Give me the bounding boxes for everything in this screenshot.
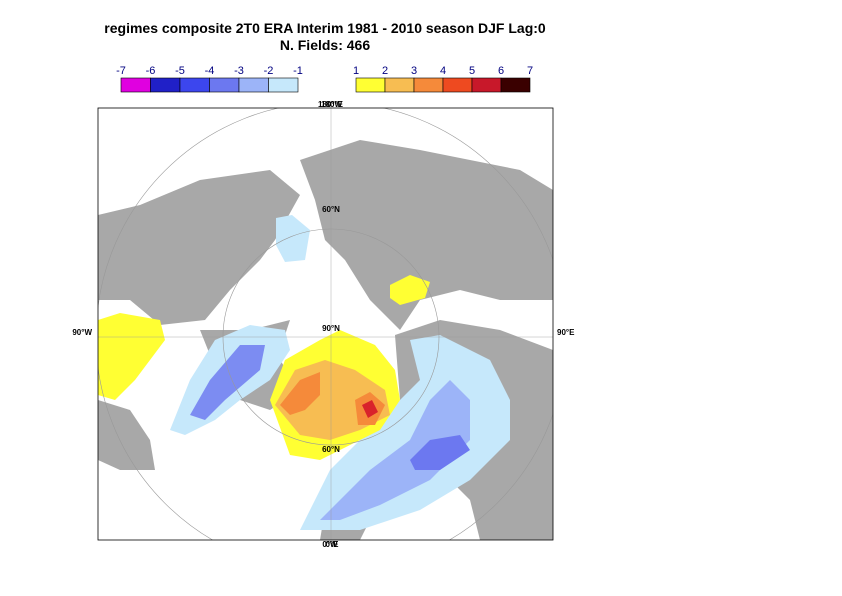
lat-label: 60°N: [322, 445, 340, 454]
colorbar-label: -5: [175, 65, 185, 77]
colorbar-label: -1: [293, 65, 303, 77]
colorbar-label: 4: [440, 65, 446, 77]
map-frame: [97, 107, 554, 541]
colorbar-label: 5: [469, 65, 475, 77]
lat-label: 90°N: [322, 324, 340, 333]
lon-label: 180°W: [318, 100, 343, 109]
colorbar-box: [209, 77, 240, 93]
lon-label: 180°E: [321, 100, 344, 109]
colorbar-label: -3: [234, 65, 244, 77]
colorbar-box: [120, 77, 151, 93]
colorbar-box: [500, 77, 531, 93]
map: [98, 108, 553, 540]
colorbar-label: -6: [146, 65, 156, 77]
colorbar-box: [384, 77, 415, 93]
lon-label: 0°W: [322, 540, 338, 549]
colorbar-box: [355, 77, 386, 93]
colorbar-label: 7: [527, 65, 533, 77]
colorbar-label: 1: [353, 65, 359, 77]
lon-label: 0°E: [326, 540, 340, 549]
colorbar-box: [442, 77, 473, 93]
colorbar-label: 2: [382, 65, 388, 77]
colorbar-box: [413, 77, 444, 93]
lon-label: 90°E: [557, 328, 575, 337]
colorbar-label: -7: [116, 65, 126, 77]
colorbar-box: [150, 77, 181, 93]
subtitle: N. Fields: 466: [280, 37, 370, 53]
colorbar-label: 3: [411, 65, 417, 77]
colorbar-box: [268, 77, 299, 93]
colorbar-box: [179, 77, 210, 93]
lat-label: 60°N: [322, 205, 340, 214]
colorbar-box: [238, 77, 269, 93]
colorbar-box: [471, 77, 502, 93]
title: regimes composite 2T0 ERA Interim 1981 -…: [104, 20, 546, 36]
colorbar-label: 6: [498, 65, 504, 77]
colorbar-label: -4: [205, 65, 215, 77]
colorbar-label: -2: [264, 65, 274, 77]
colorbar-positive: 1 2 3 4 5 6 7: [353, 65, 533, 93]
lon-label: 90°W: [72, 328, 92, 337]
colorbar-negative: -7 -6 -5 -4 -3 -2 -1: [116, 65, 303, 93]
